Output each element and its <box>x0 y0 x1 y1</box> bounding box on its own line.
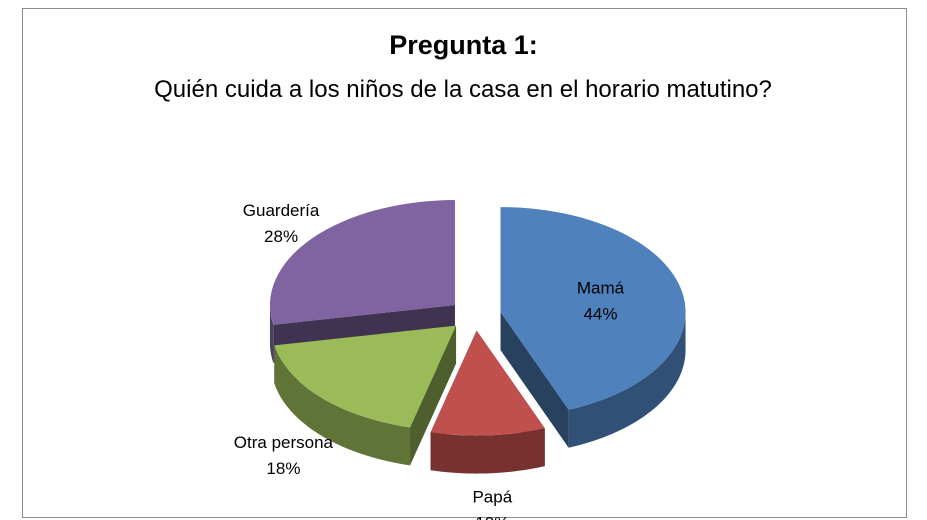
slice-wall <box>500 312 569 448</box>
data-label-value: 28% <box>264 227 298 246</box>
data-label-name: Guardería <box>243 201 320 220</box>
chart-subtitle: Quién cuida a los niños de la casa en el… <box>154 76 772 103</box>
data-label-name: Otra persona <box>234 433 334 452</box>
data-label-value: 18% <box>266 459 300 478</box>
slice-side <box>430 428 545 474</box>
data-label-name: Papá <box>472 488 512 507</box>
data-label-value: 10% <box>475 514 509 520</box>
slice-top <box>500 207 686 410</box>
slice <box>500 207 686 448</box>
data-label-value: 44% <box>583 305 617 324</box>
slice-top <box>274 325 457 428</box>
slice <box>274 325 457 466</box>
chart-title: Pregunta 1: <box>389 30 538 60</box>
slice-side <box>269 305 274 363</box>
chart-frame <box>22 8 907 518</box>
slice <box>430 330 545 474</box>
slice-top <box>269 200 455 325</box>
slice-side <box>568 312 686 448</box>
slice-top <box>430 330 545 436</box>
data-label-name: Mamá <box>577 279 625 298</box>
slice-side <box>274 345 411 466</box>
